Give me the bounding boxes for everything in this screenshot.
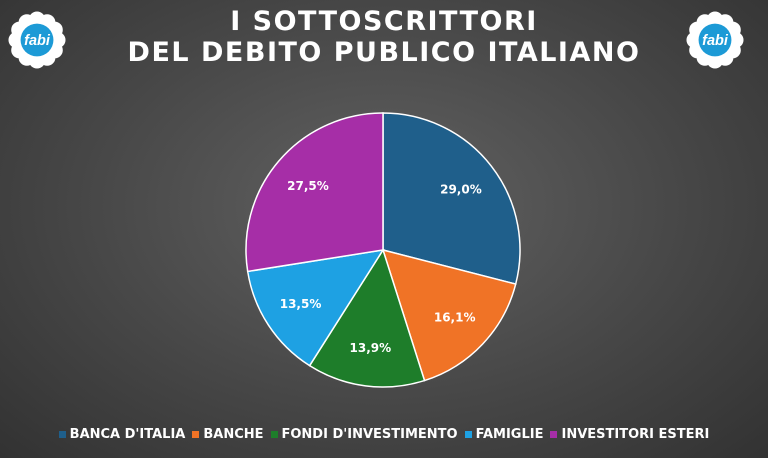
title-line-2: DEL DEBITO PUBLICO ITALIANO [127,37,641,68]
legend-item: FAMIGLIE [464,427,544,442]
fabi-logo-right: fabi [686,11,744,69]
chart-legend: BANCA D'ITALIA BANCHE FONDI D'INVESTIMENTO… [0,427,768,442]
legend-label: INVESTITORI ESTERI [561,427,710,442]
legend-item: INVESTITORI ESTERI [550,427,709,442]
slice-data-label: 13,5% [280,297,322,311]
chart-title: I SOTTOSCRITTORI DEL DEBITO PUBLICO ITAL… [0,6,768,68]
legend-label: FONDI D'INVESTIMENTO [281,427,458,442]
pie-slice [308,248,426,388]
legend-item: BANCHE [192,427,264,442]
logo-text: fabi [702,33,729,49]
logo-center [20,23,54,57]
legend-item: FONDI D'INVESTIMENTO [270,427,458,442]
pie-slice [381,248,517,382]
legend-label: BANCHE [203,427,264,442]
logo-center [698,23,732,57]
legend-swatch [192,431,200,438]
legend-swatch [550,431,558,438]
legend-swatch [464,431,472,438]
fabi-logo-left: fabi [8,11,66,69]
logo-text: fabi [24,33,51,49]
legend-label: FAMIGLIE [475,427,544,442]
legend-item: BANCA D'ITALIA [58,427,186,442]
pie-slice [246,248,385,367]
title-line-1: I SOTTOSCRITTORI [230,6,538,37]
slice-data-label: 27,5% [287,179,329,193]
legend-swatch [58,431,66,438]
slice-data-label: 16,1% [434,311,476,325]
slice-data-label: 13,9% [350,341,392,355]
legend-swatch [270,431,278,438]
slice-data-label: 29,0% [440,183,482,197]
pie-slice [245,112,384,273]
pie-slice [382,112,521,285]
legend-label: BANCA D'ITALIA [69,427,186,442]
